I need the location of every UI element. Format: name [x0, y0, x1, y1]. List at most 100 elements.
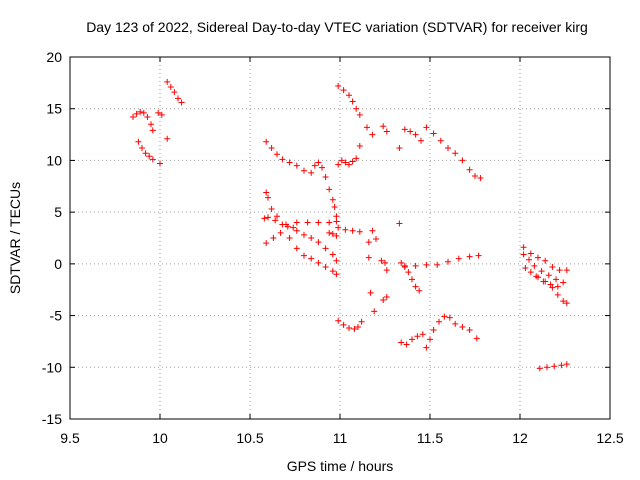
series-arc-f — [263, 189, 340, 278]
x-tick-label: 11.5 — [417, 430, 443, 446]
data-point — [409, 276, 415, 283]
y-tick-label: 20 — [46, 49, 62, 65]
data-point — [333, 257, 340, 264]
data-point — [369, 227, 376, 234]
data-point — [346, 324, 352, 331]
data-point — [554, 291, 561, 298]
data-point — [290, 224, 297, 231]
data-point — [542, 257, 549, 264]
data-point — [477, 175, 484, 182]
data-point — [351, 326, 358, 333]
y-tick-label: 10 — [46, 152, 62, 168]
data-point — [308, 255, 315, 262]
series-arc-z — [535, 274, 570, 307]
point-layer — [130, 78, 570, 372]
data-point — [538, 268, 545, 275]
data-point — [148, 121, 154, 128]
data-point — [279, 156, 286, 163]
data-point — [436, 318, 442, 325]
data-point — [536, 365, 543, 372]
data-point — [335, 82, 342, 89]
data-point — [396, 220, 403, 227]
data-point — [315, 239, 322, 246]
data-point — [356, 228, 363, 235]
data-point — [398, 339, 405, 346]
data-point — [286, 235, 293, 241]
data-point — [326, 219, 333, 226]
series-arc-s — [398, 331, 426, 348]
data-point — [364, 124, 370, 131]
data-point — [554, 283, 561, 290]
data-point — [342, 226, 349, 233]
y-axis-label: SDTVAR / TECUs — [7, 182, 23, 294]
data-point — [308, 169, 315, 176]
data-point — [164, 78, 171, 85]
data-point — [412, 283, 419, 290]
data-point — [365, 239, 372, 246]
data-point — [293, 245, 300, 252]
data-point — [560, 279, 567, 286]
data-point — [445, 258, 451, 265]
data-point — [459, 157, 466, 164]
series-arc-p — [378, 257, 390, 304]
data-point — [135, 138, 142, 145]
data-point — [263, 189, 270, 196]
data-point — [414, 333, 421, 340]
data-point — [423, 344, 430, 351]
data-point — [520, 251, 527, 258]
data-point — [520, 244, 527, 251]
data-point — [178, 99, 185, 106]
data-point — [409, 336, 415, 343]
x-tick-label: 10 — [152, 430, 168, 446]
data-point — [158, 111, 165, 118]
data-point — [549, 263, 556, 270]
chart-title: Day 123 of 2022, Sidereal Day-to-day VTE… — [86, 19, 588, 35]
data-point — [383, 128, 390, 135]
data-point — [304, 219, 311, 226]
data-point — [560, 298, 567, 305]
series-arc-a — [130, 108, 156, 134]
data-point — [423, 124, 430, 131]
data-point — [423, 261, 430, 268]
data-point — [263, 138, 270, 145]
y-tick-label: -5 — [50, 308, 63, 324]
data-point — [268, 145, 275, 152]
data-point — [419, 331, 426, 338]
data-point — [551, 363, 558, 370]
data-point — [401, 262, 408, 269]
data-point — [396, 145, 403, 152]
x-tick-label: 12 — [512, 430, 528, 446]
data-point — [293, 227, 300, 234]
data-point — [133, 110, 140, 117]
data-point — [353, 155, 360, 162]
series-arc-t — [423, 313, 480, 351]
data-point — [466, 253, 473, 260]
series-arc-e — [263, 138, 340, 220]
data-point — [349, 158, 356, 165]
y-tick-label: 5 — [54, 204, 62, 220]
data-point — [155, 109, 162, 116]
data-point — [329, 230, 336, 237]
data-point — [353, 105, 360, 112]
data-point — [293, 219, 300, 226]
data-point — [130, 113, 136, 120]
data-point — [358, 318, 365, 325]
series-arc-n — [364, 123, 390, 138]
data-point — [473, 335, 480, 342]
data-point — [455, 255, 462, 262]
data-point — [437, 137, 444, 144]
data-point — [301, 167, 307, 174]
data-point — [522, 264, 529, 271]
data-point — [349, 227, 356, 234]
series-arc-b — [135, 138, 156, 163]
data-point — [265, 194, 271, 201]
data-point — [301, 231, 307, 238]
data-point — [531, 262, 538, 269]
data-point — [175, 95, 181, 102]
data-point — [149, 156, 156, 163]
data-point — [286, 159, 293, 166]
data-point — [137, 108, 144, 115]
x-axis-label: GPS time / hours — [287, 458, 394, 474]
series-arc-m — [335, 317, 365, 333]
